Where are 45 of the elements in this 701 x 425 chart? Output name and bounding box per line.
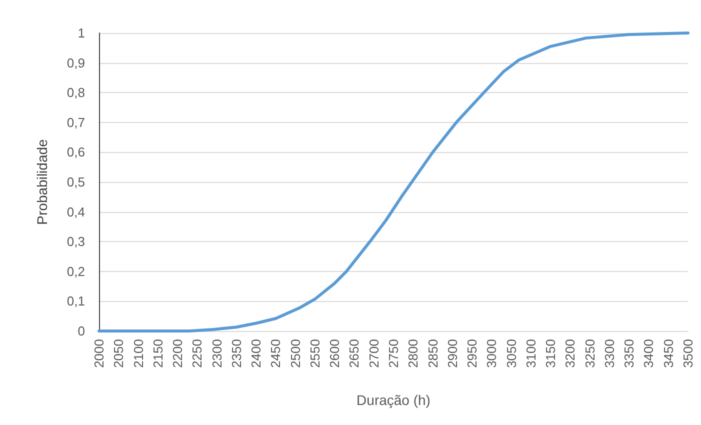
x-tick-label: 2850 [425,339,440,368]
x-tick-label: 2950 [464,339,480,368]
x-tick-label: 2650 [346,339,362,368]
y-tick-label: 0,3 [66,234,85,250]
y-tick-label: 0,4 [66,204,85,220]
x-tick-label: 3300 [602,339,617,368]
x-axis-title: Duração (h) [356,392,430,408]
y-axis-title: Probabilidade [34,138,50,225]
x-tick-label: 2800 [406,339,421,368]
x-tick-label: 3350 [622,339,637,368]
x-tick-label: 3150 [543,339,558,368]
x-tick-label: 2600 [327,339,342,368]
y-tick-label: 0,6 [66,144,85,160]
x-tick-label: 2000 [92,339,106,368]
x-tick-label: 3400 [641,339,656,368]
x-tick-label: 2550 [307,339,322,368]
x-tick-label: 3250 [582,339,598,368]
x-tick-label: 3450 [660,339,676,368]
x-tick-label: 2500 [288,339,303,368]
x-tick-label: 3000 [484,339,500,368]
y-tick-label: 0,1 [66,294,85,309]
x-tick-label: 3500 [680,339,696,368]
x-tick-label: 3050 [504,339,519,368]
x-tick-label: 2050 [111,339,126,368]
x-tick-label: 2300 [209,339,224,368]
x-tick-label: 2100 [130,339,146,368]
x-tick-label: 2400 [248,339,264,368]
x-tick-label: 2900 [444,339,460,368]
x-tick-label: 2450 [268,339,284,368]
y-tick-label: 0 [78,324,85,338]
y-tick-label: 0,2 [66,264,85,279]
x-tick-label: 3100 [523,339,538,368]
x-tick-label: 2250 [190,339,205,368]
y-tick-label: 0,7 [66,114,85,130]
y-tick-label: 0,5 [66,174,85,190]
y-tick-label: 0,8 [66,85,85,100]
x-tick-label: 3200 [562,339,578,368]
y-tick-label: 1 [78,26,85,40]
x-tick-label: 2200 [170,339,186,368]
x-tick-label: 2350 [228,339,244,368]
x-tick-label: 2750 [386,339,401,368]
x-tick-label: 2700 [366,339,382,368]
line-series [98,32,690,332]
x-tick-label: 2150 [150,339,166,368]
y-tick-label: 0,9 [66,55,85,70]
